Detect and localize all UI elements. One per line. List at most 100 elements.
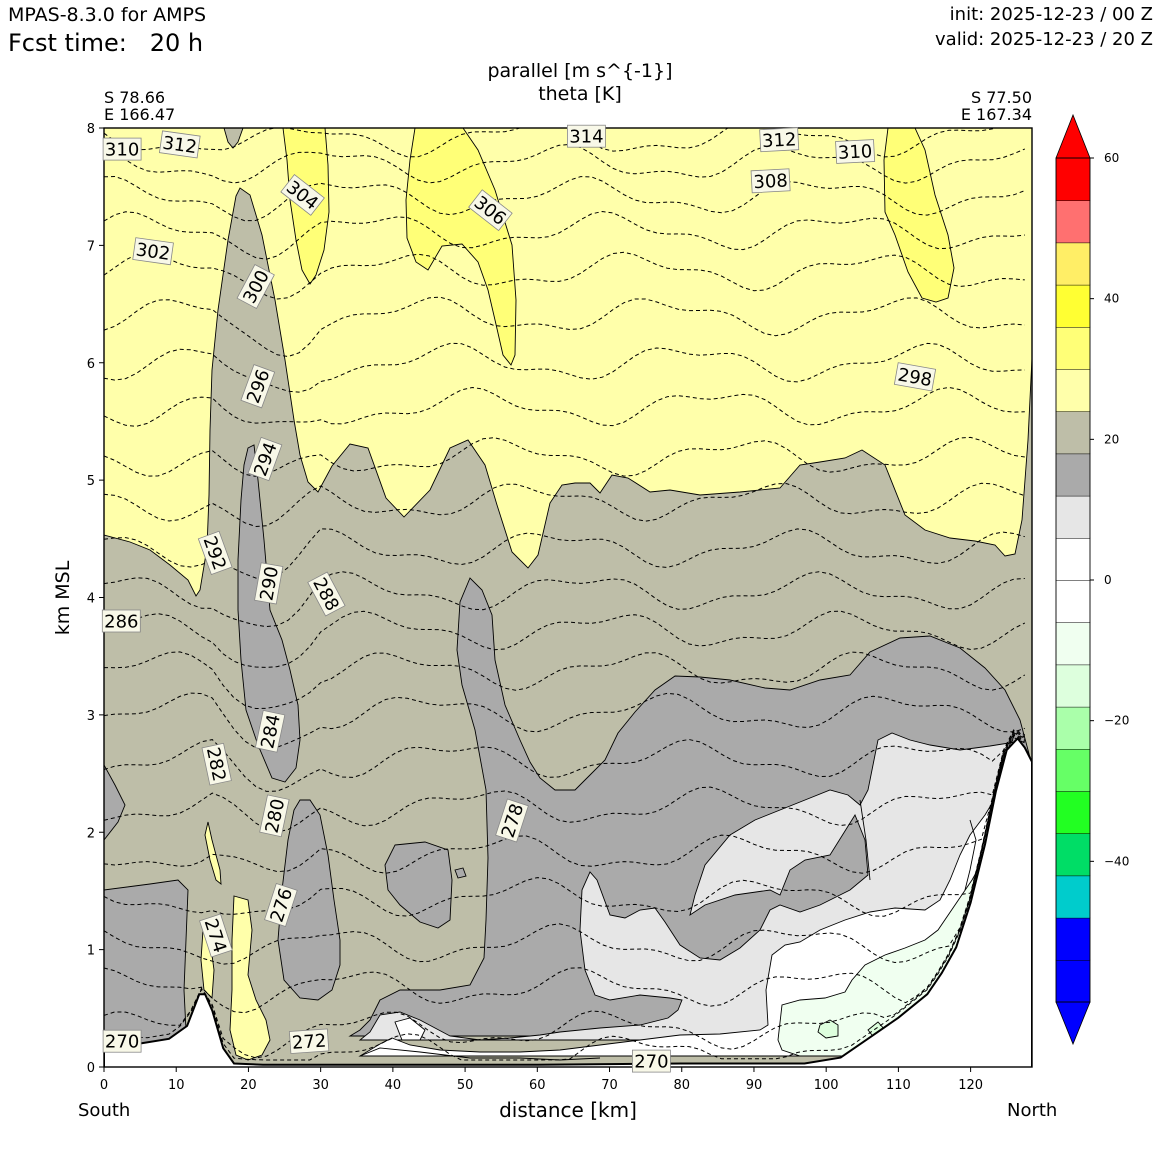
forecast-time-label: Fcst time: [8, 29, 127, 57]
x-tick-label: 100 [814, 1078, 839, 1093]
theta-contour-296 [104, 482, 1025, 528]
x-tick-label: 20 [240, 1078, 257, 1093]
theta-label-text: 302 [134, 239, 171, 265]
y-tick-label: 0 [87, 1061, 95, 1076]
theta-contour-306 [104, 251, 1025, 300]
x-tick-label: 50 [457, 1078, 474, 1093]
theta-label: 302 [132, 237, 174, 266]
theta-label-text: 286 [104, 612, 138, 633]
chart-title-theta: theta [K] [538, 83, 622, 105]
theta-contour-284 [104, 728, 1026, 792]
right-endpoint: S 77.50 E 167.34 [961, 89, 1032, 123]
theta-contour-276 [104, 733, 1026, 965]
theta-label: 284 [254, 709, 286, 753]
theta-label: 286 [101, 609, 141, 633]
colorbar-tick-label: 40 [1104, 292, 1119, 306]
theta-contour-274 [104, 734, 1026, 1014]
theta-label: 290 [254, 562, 284, 605]
colorbar-tick-label: 0 [1104, 573, 1112, 587]
y-axis-label: km MSL [52, 560, 74, 635]
plot-area [104, 128, 1032, 1067]
left-endpoint-lon: E 166.47 [104, 105, 176, 124]
colorbar-swatch [1055, 199, 1091, 244]
wind-fill-26-32-low-a [204, 821, 222, 885]
colorbar-swatch [1055, 537, 1091, 581]
x-tick-label: 10 [168, 1078, 185, 1093]
left-endpoint: S 78.66 E 166.47 [104, 89, 175, 123]
y-tick-label: 3 [87, 709, 95, 724]
colorbar-swatch [1055, 284, 1091, 328]
wind-fill-32-38-b [405, 128, 517, 366]
init-time: init: 2025-12-23 / 00 Z [949, 4, 1153, 25]
colorbar-tick-label: 20 [1104, 432, 1119, 446]
y-tick-label: 4 [87, 592, 95, 607]
chart-title-wind: parallel [m s^{-1}] [487, 60, 673, 82]
theta-contour-310 [104, 175, 1025, 222]
y-tick-label: 1 [87, 944, 95, 959]
colorbar-swatch [1055, 326, 1091, 370]
colorbar-swatch [1055, 875, 1091, 919]
y-tick-label: 6 [87, 357, 95, 372]
theta-label: 310 [835, 139, 876, 164]
wind-fill-14-20-corner [104, 764, 126, 841]
x-tick-label: 80 [673, 1078, 690, 1093]
colorbar-swatch [1055, 790, 1091, 834]
theta-contour-272 [104, 735, 1026, 1059]
forecast-time-value: 20 h [149, 29, 204, 57]
colorbar-tick-label: −40 [1104, 854, 1129, 868]
y-tick-label: 8 [87, 122, 95, 137]
theta-contour-282 [104, 729, 1026, 833]
colorbar-swatch [1055, 368, 1091, 412]
colorbar-extend-max [1055, 113, 1091, 159]
right-endpoint-lat: S 77.50 [970, 88, 1032, 107]
wind-fill-20-26-top [223, 128, 244, 149]
theta-label: 308 [750, 168, 791, 194]
theta-contour-280 [104, 731, 1026, 874]
theta-label: 312 [759, 127, 800, 153]
theta-contour-308 [104, 210, 1025, 260]
theta-label-text: 272 [291, 1031, 327, 1054]
colorbar-swatch [1055, 495, 1091, 539]
colorbar-swatch [1055, 242, 1091, 286]
right-endpoint-lon: E 167.34 [960, 105, 1032, 124]
colorbar-swatch [1055, 748, 1091, 792]
theta-contour-290 [104, 610, 1026, 668]
north-direction-label: North [1007, 1100, 1058, 1121]
left-endpoint-lat: S 78.66 [104, 88, 166, 107]
theta-contour-300 [104, 386, 1025, 427]
y-tick-label: 5 [87, 474, 95, 489]
x-tick-label: 120 [958, 1078, 983, 1093]
wind-fill-14-20-col2 [277, 799, 341, 1001]
wind-fill-14-20-blob [384, 841, 453, 929]
theta-label-text: 312 [762, 129, 797, 152]
theta-contour-312 [104, 143, 1025, 184]
theta-label-text: 312 [161, 133, 198, 159]
colorbar: −40 −20 0 20 40 60 [1055, 113, 1129, 1046]
wind-fill-14-20-speck [454, 867, 467, 879]
x-tick-label: 30 [312, 1078, 329, 1093]
theta-contour-278 [104, 732, 1026, 917]
theta-label-text: 308 [753, 170, 788, 193]
theta-label-text: 310 [105, 140, 139, 161]
wind-fill-26-32 [104, 128, 1032, 597]
colorbar-swatch [1055, 410, 1091, 455]
model-title: MPAS-8.3.0 for AMPS [8, 4, 207, 26]
theta-label-text: 310 [837, 141, 872, 164]
x-tick-label: 60 [529, 1078, 546, 1093]
x-tick-label: 110 [886, 1078, 911, 1093]
theta-contour-288 [104, 651, 1026, 710]
theta-label: 314 [567, 124, 606, 148]
colorbar-swatch [1055, 453, 1091, 497]
y-tick-label: 2 [87, 826, 95, 841]
y-tick-label: 7 [87, 239, 95, 254]
colorbar-swatch [1055, 621, 1091, 666]
colorbar-swatch [1055, 706, 1091, 750]
theta-label: 270 [102, 1029, 142, 1053]
colorbar-swatch [1055, 832, 1091, 877]
theta-label-text: 270 [105, 1032, 139, 1053]
colorbar-swatch [1055, 579, 1091, 623]
theta-label: 310 [102, 137, 142, 161]
theta-label-text: 270 [634, 1052, 668, 1073]
south-direction-label: South [78, 1100, 131, 1121]
